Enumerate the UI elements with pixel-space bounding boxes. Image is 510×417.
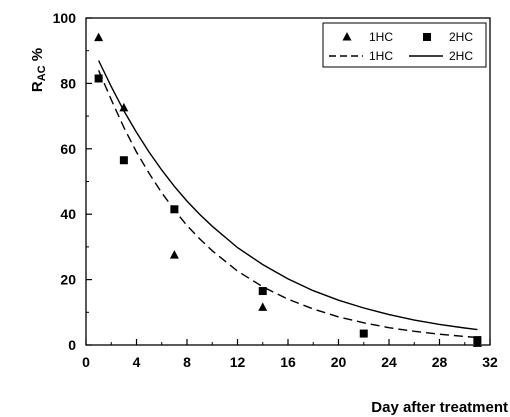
legend-label-1HC: 1HC [369,49,393,63]
x-tick-label: 24 [381,354,397,370]
tick-marks: 0 4 8 12 16 20 24 28 32 0 20 40 60 80 100 [53,10,498,370]
legend-label-2HC: 2HC [449,49,473,63]
legend-label-2HC: 2HC [449,30,473,44]
data-point-1HC [169,250,179,259]
x-tick-label: 32 [482,354,498,370]
fit-line-1HC-dashed [97,70,478,339]
data-markers [94,32,482,347]
x-axis-title: Day after treatment [371,399,508,416]
data-point-2HC [94,74,103,83]
data-point-2HC [170,205,179,214]
y-tick-label: 40 [60,206,76,222]
data-point-1HC [119,102,129,112]
legend-label-1HC: 1HC [369,30,393,44]
data-point-2HC [473,336,482,345]
y-axis-title-sub: AC [36,65,48,81]
y-tick-label: 100 [53,10,77,26]
legend: 1HC 2HC 1HC 2HC [322,22,487,68]
x-tick-label: 28 [432,354,448,370]
y-tick-label: 80 [60,75,76,91]
data-point-2HC [359,329,368,338]
fit-line-2HC-solid [97,60,478,331]
x-tick-label: 20 [331,354,347,370]
data-point-1HC [258,302,268,311]
fit-lines [97,60,478,339]
y-axis-title-main: R [29,81,46,92]
data-point-2HC [119,156,128,165]
x-tick-label: 0 [82,354,90,370]
x-tick-label: 4 [133,354,141,370]
x-tick-label: 16 [280,354,296,370]
y-tick-label: 60 [60,141,76,157]
legend-symbol-2HC [423,33,431,41]
data-point-2HC [258,287,267,296]
x-tick-label: 8 [183,354,191,370]
x-tick-label: 12 [230,354,246,370]
y-tick-label: 20 [60,272,76,288]
y-axis-title: RAC % [29,48,48,92]
data-point-1HC [94,32,104,42]
y-axis-title-suffix: % [29,48,46,66]
y-tick-label: 0 [68,337,76,353]
legend-symbol-1HC [342,32,352,41]
legend-box [322,22,487,68]
